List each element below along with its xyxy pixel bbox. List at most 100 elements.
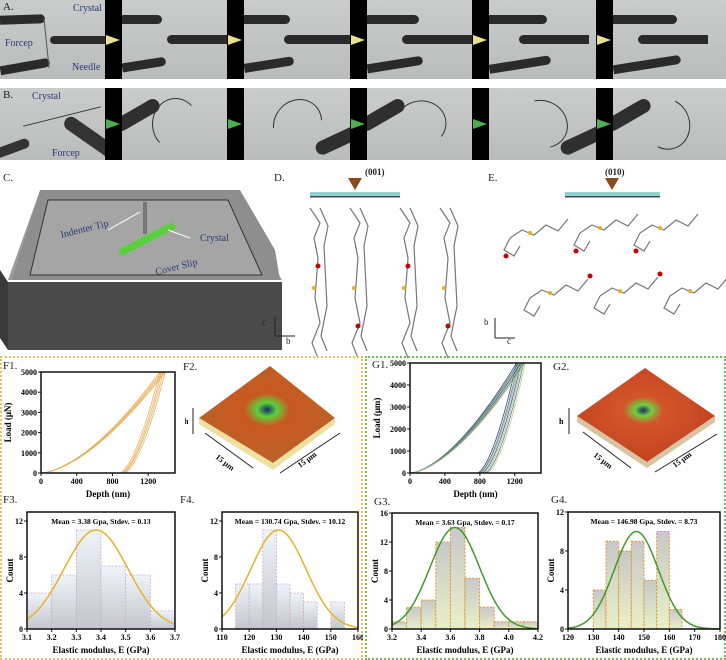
sulfur-atom xyxy=(312,286,316,290)
label-needle: Needle xyxy=(72,62,101,73)
y-tick-label: 0 xyxy=(214,625,218,634)
sulfur-atom xyxy=(598,226,602,230)
oxygen-atom xyxy=(503,253,509,259)
histogram-bar xyxy=(479,606,495,630)
x-tick-label: 800 xyxy=(474,477,486,486)
y-tick-label: 4 xyxy=(214,589,218,598)
y-tick-label: 5000 xyxy=(21,368,37,377)
histogram-bar xyxy=(493,621,510,630)
molecule xyxy=(359,207,369,352)
forcep-upper xyxy=(489,15,547,24)
oxygen-atom xyxy=(445,323,451,329)
face-label-010: (010) xyxy=(605,167,625,177)
y-tick-label: 12 xyxy=(15,517,23,526)
panel-label-b: B. xyxy=(3,89,14,101)
video-frame xyxy=(489,0,596,79)
panel-label-g2: G2. xyxy=(553,361,570,373)
axis-c-label: c xyxy=(262,317,266,327)
x-tick-label: 150 xyxy=(638,633,650,642)
frame-a1 xyxy=(0,0,105,79)
load-depth-curve xyxy=(40,371,163,474)
gaussian-fit-curve xyxy=(567,530,720,630)
y-tick-label: 4000 xyxy=(21,388,37,397)
label-crystal: Crystal xyxy=(200,233,229,244)
molecule xyxy=(523,278,589,317)
stats-annotation: Mean = 130.74 Gpa, Stdev. = 10.12 xyxy=(235,517,346,526)
forcep-lower xyxy=(244,56,295,73)
y-axis-label: Count xyxy=(200,558,210,582)
frame-b1 xyxy=(0,88,105,160)
label-forcep: Forcep xyxy=(5,38,33,49)
crystal-packing-d xyxy=(274,178,459,358)
x-tick-label: 140 xyxy=(613,633,625,642)
load-depth-curve xyxy=(409,362,519,474)
afm-surface xyxy=(577,368,715,462)
histogram-bar xyxy=(303,601,318,630)
molecule xyxy=(633,213,699,252)
arrow-indenter xyxy=(107,211,141,231)
afm-base xyxy=(199,418,335,470)
panel-label-g1: G1. xyxy=(372,359,389,371)
axis-arrows-icon xyxy=(494,318,515,339)
y-tick-label: 12 xyxy=(556,508,564,517)
panel-f-group xyxy=(0,356,363,660)
y-tick-label: 5000 xyxy=(390,359,406,368)
plot-frame xyxy=(40,371,176,474)
y-tick-label: 8 xyxy=(214,553,218,562)
histogram-bar xyxy=(618,550,632,630)
histogram-bar xyxy=(420,599,437,630)
panel-label-g4: G4. xyxy=(551,494,568,506)
crystal-bar xyxy=(118,222,176,256)
oxygen-atom xyxy=(587,273,593,279)
arrow-right-icon xyxy=(228,119,242,129)
video-frame xyxy=(244,0,350,79)
histogram-bar xyxy=(276,583,291,630)
x-tick-label: 170 xyxy=(689,633,701,642)
molecule xyxy=(593,276,659,315)
sulfur-atom xyxy=(688,289,692,293)
arrow-right-icon xyxy=(473,34,487,45)
needle xyxy=(519,35,589,44)
crystal-face-edge xyxy=(310,196,400,198)
molecule xyxy=(439,207,451,358)
video-frame xyxy=(367,0,472,79)
oxygen-atom xyxy=(573,248,579,254)
molecule-group xyxy=(503,213,726,317)
crystal-face-edge xyxy=(565,196,660,198)
load-depth-curve xyxy=(409,362,517,474)
y-tick-label: 12 xyxy=(380,538,388,547)
y-tick-label: 1000 xyxy=(390,447,406,456)
panel-b-photo-strip: B. Crystal Forcep xyxy=(0,88,726,160)
arrow-crystal xyxy=(167,229,191,239)
dim-arrow-right xyxy=(654,433,718,473)
y-tick-label: 8 xyxy=(19,553,23,562)
histogram-bar xyxy=(643,579,658,630)
y-tick-label: 0 xyxy=(384,625,388,634)
y-tick-label: 8 xyxy=(560,547,564,556)
arrow-right-icon xyxy=(106,34,120,45)
x-tick-label: 130 xyxy=(587,633,599,642)
histogram-bar xyxy=(125,574,151,630)
y-tick-label: 0 xyxy=(33,469,37,478)
dim-arrow-left xyxy=(582,431,632,469)
plot-frame xyxy=(221,511,359,630)
forcep-upper xyxy=(0,14,46,25)
x-tick-label: 400 xyxy=(439,477,451,486)
x-tick-label: 1200 xyxy=(140,477,156,486)
arrow-right-icon xyxy=(473,119,487,129)
gaussian-fit-curve xyxy=(221,529,359,629)
forcep-upper xyxy=(244,15,290,24)
x-axis-label: Elastic modulus, E (GPa) xyxy=(595,645,692,655)
oxygen-atom xyxy=(315,263,321,269)
crystal-face-bar xyxy=(310,192,400,196)
x-axis-label: Depth (nm) xyxy=(86,489,130,499)
gaussian-fit-curve xyxy=(391,526,538,630)
x-tick-label: 180 xyxy=(714,633,726,642)
indenter-tip xyxy=(143,202,147,234)
x-tick-label: 150 xyxy=(325,633,337,642)
face-label-001: (001) xyxy=(365,167,385,177)
x-tick-label: 120 xyxy=(243,633,255,642)
x-tick-label: 160 xyxy=(352,633,363,642)
molecule xyxy=(409,207,419,352)
label-crystal: Crystal xyxy=(32,91,61,102)
